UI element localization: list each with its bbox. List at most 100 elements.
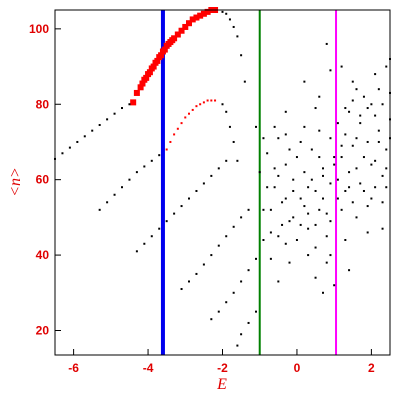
data-point [247,269,250,272]
data-point [210,174,213,177]
data-point [340,65,343,68]
data-point [243,80,246,83]
data-point [68,146,71,149]
data-point [225,301,228,304]
data-point [217,167,220,170]
data-point [121,107,123,110]
data-point [333,156,336,159]
data-point [262,239,265,241]
data-point [236,344,239,347]
data-point [381,227,384,230]
data-point [143,74,150,81]
data-point [273,186,276,189]
data-point [106,118,109,121]
data-point [121,186,123,189]
data-point [355,167,358,170]
data-point [210,99,213,102]
data-point [180,288,183,291]
data-point [292,189,295,192]
data-point [188,280,190,283]
data-point [355,216,358,219]
data-point [106,201,109,204]
data-point [385,65,388,68]
data-point [188,112,190,115]
data-point [206,99,209,102]
data-point [322,291,324,294]
data-point [174,31,181,38]
data-point [269,231,272,234]
data-point [228,125,231,128]
data-point [225,159,228,162]
y-axis-title: <n> [7,167,24,197]
data-point [284,242,287,245]
data-point [277,137,280,140]
data-point [184,116,187,119]
x-tick-label: -4 [143,361,154,375]
data-point [295,156,298,159]
data-point [143,242,146,245]
data-point [344,133,347,136]
data-point [374,186,377,189]
data-point [325,42,328,45]
data-point [199,103,202,106]
data-point [318,95,321,98]
data-point [262,208,265,211]
data-point [314,246,317,249]
data-point [193,14,200,21]
data-point [195,105,198,108]
data-point [307,254,310,257]
data-point [232,140,235,143]
data-point [333,284,336,287]
data-point [161,46,168,53]
data-point [150,159,153,162]
data-point [204,8,211,15]
data-point [288,148,291,151]
data-point [189,16,196,23]
data-point [322,167,324,170]
data-point [139,80,146,87]
data-point [150,235,153,238]
data-point [98,124,101,126]
data-point [191,108,194,111]
data-point [370,163,373,166]
data-point [303,125,306,128]
data-point [307,186,310,189]
x-tick-label: 0 [294,361,301,375]
data-point [344,189,347,192]
data-point [348,269,351,272]
data-point [381,174,384,177]
data-point [202,263,205,266]
data-point [288,261,291,264]
data-point [284,197,287,200]
data-point [232,225,235,228]
data-point [247,208,250,211]
data-point [128,178,131,181]
data-point [171,35,178,42]
data-point [236,159,239,162]
data-point [284,163,287,166]
data-point [370,103,373,106]
data-point [329,182,332,185]
data-point [359,114,362,117]
data-point [362,156,365,159]
data-point [318,129,321,132]
data-point [169,140,172,143]
data-point [288,220,291,223]
data-point [240,216,243,219]
data-point [273,125,276,128]
data-point [186,20,192,27]
data-point [266,186,269,189]
vertical-lines-layer [160,10,338,355]
data-point [322,197,324,200]
data-point [281,223,284,226]
data-point [344,239,347,241]
data-point [377,88,380,91]
data-point [325,235,328,238]
plot-frame [54,9,391,356]
data-point [303,205,306,208]
data-point [385,186,388,189]
data-point [83,135,86,138]
data-point [366,107,369,110]
y-tick-label: 100 [29,22,49,36]
data-point [329,69,332,72]
